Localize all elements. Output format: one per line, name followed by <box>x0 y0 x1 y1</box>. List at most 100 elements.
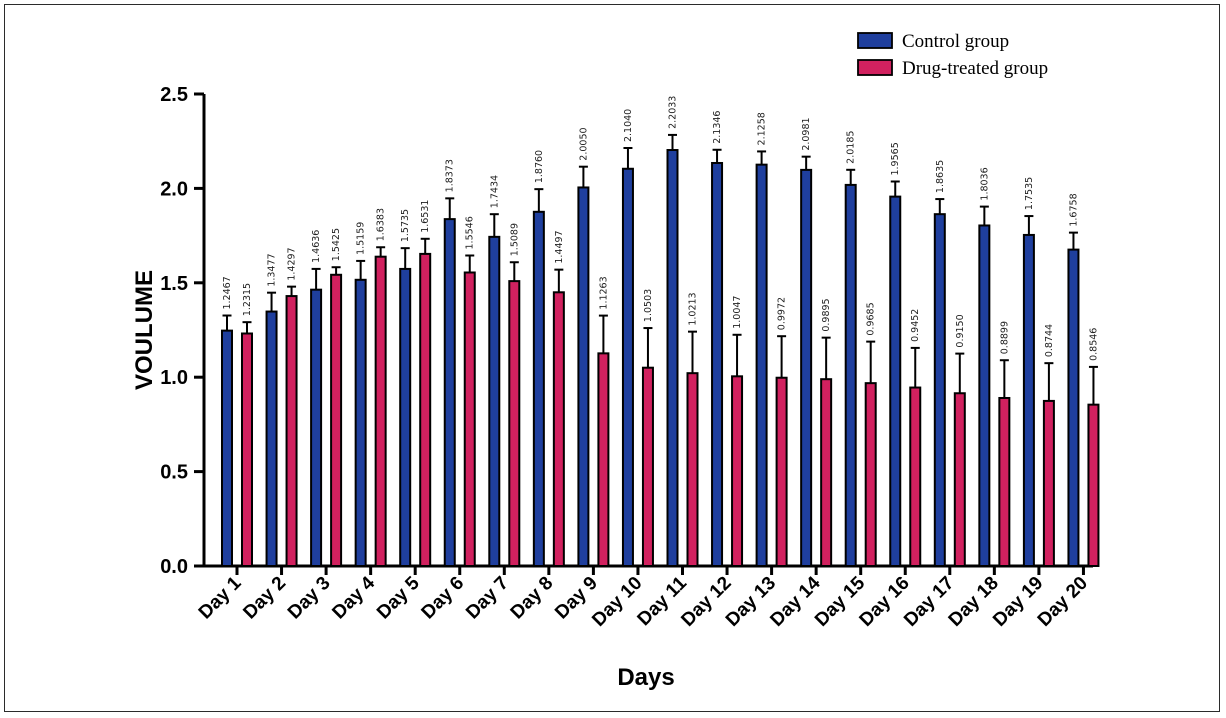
data-label: 1.8760 <box>534 150 545 183</box>
y-axis-title: VOULUME <box>131 270 158 390</box>
bar <box>399 267 412 567</box>
data-label: 1.7434 <box>489 175 500 208</box>
legend-label: Control group <box>902 31 1009 52</box>
bars: 1.2467 1.2315 1.3477 1.4297 1.4636 1.5425 1.51… <box>221 96 1100 568</box>
data-label: 1.0503 <box>643 289 654 322</box>
bar <box>953 392 966 567</box>
x-tick-label: Day 20 <box>1034 573 1092 631</box>
bar <box>221 329 233 567</box>
data-label: 1.4497 <box>554 230 565 263</box>
x-tick-label: Day 5 <box>373 572 424 623</box>
data-label: 2.1040 <box>623 109 634 142</box>
data-label: 1.2315 <box>242 283 253 316</box>
data-label: 1.8036 <box>979 167 990 200</box>
bar <box>577 186 590 567</box>
legend-swatch <box>857 59 893 76</box>
data-label: 0.9895 <box>821 298 832 331</box>
data-label: 2.2033 <box>668 96 679 129</box>
x-tick-label: Day 2 <box>239 573 290 624</box>
data-label: 2.0981 <box>801 117 812 150</box>
bar <box>265 310 278 567</box>
data-label: 0.9150 <box>955 314 966 347</box>
y-tick-label: 2.0 <box>160 178 188 200</box>
data-label: 0.9452 <box>910 309 921 342</box>
x-tick-label: Day 1 <box>195 572 246 623</box>
bar <box>374 255 387 567</box>
x-tick-label: Day 4 <box>328 572 379 623</box>
data-label: 0.8546 <box>1088 328 1099 361</box>
y-tick-label: 0.5 <box>160 462 188 484</box>
bar <box>310 288 323 567</box>
bar <box>1087 403 1100 567</box>
x-tick-label: Day 6 <box>418 573 469 624</box>
bar <box>1042 399 1055 567</box>
bar <box>488 235 501 568</box>
bar <box>686 372 699 567</box>
data-label: 1.5425 <box>331 228 342 261</box>
data-label: 0.9972 <box>777 297 788 330</box>
y-tick-label: 0.0 <box>160 556 188 578</box>
data-label: 1.0213 <box>688 292 699 325</box>
bar <box>820 378 833 567</box>
bar <box>889 195 902 567</box>
bar <box>532 210 545 568</box>
bar <box>621 167 634 567</box>
legend-label: Drug-treated group <box>902 58 1048 79</box>
bar <box>998 396 1011 567</box>
data-label: 1.6531 <box>420 200 431 233</box>
legend-swatch <box>857 32 893 49</box>
data-label: 2.0185 <box>846 131 857 164</box>
bar <box>1067 248 1080 568</box>
bar <box>800 168 813 567</box>
figure-frame <box>4 4 1220 712</box>
data-label: 2.1258 <box>757 112 768 145</box>
data-label: 1.9565 <box>890 142 901 175</box>
data-label: 1.5735 <box>400 209 411 242</box>
bar <box>666 149 679 567</box>
data-label: 1.4636 <box>311 230 322 263</box>
bar <box>864 382 877 567</box>
data-label: 2.0050 <box>578 127 589 160</box>
bar <box>844 183 857 567</box>
data-label: 1.2467 <box>222 276 233 309</box>
x-tick-label: Day 8 <box>507 573 558 624</box>
data-label: 1.1263 <box>598 276 609 309</box>
bar <box>419 252 432 567</box>
bar <box>443 218 456 567</box>
bar <box>755 163 768 567</box>
bar <box>731 375 744 568</box>
y-tick-label: 1.0 <box>160 367 188 389</box>
bar <box>933 213 946 567</box>
data-label: 0.8744 <box>1044 324 1055 357</box>
x-axis-title: Days <box>617 664 674 691</box>
legend: Control group Drug-treated group <box>857 31 1048 79</box>
x-tick-label: Day 10 <box>588 573 646 631</box>
y-tick-label: 2.5 <box>160 84 188 106</box>
bar <box>508 280 521 567</box>
data-label: 1.3477 <box>267 253 278 286</box>
y-ticks: 0.0 0.5 1.0 1.5 2.0 2.5 <box>160 84 204 578</box>
data-label: 0.8899 <box>999 321 1010 354</box>
bar <box>978 224 991 567</box>
bar <box>241 332 253 567</box>
data-label: 0.9685 <box>866 302 877 335</box>
bar <box>711 161 724 567</box>
y-tick-label: 1.5 <box>160 273 188 295</box>
bar <box>909 386 922 567</box>
x-tick-label: Day 3 <box>284 573 335 624</box>
data-label: 1.4297 <box>287 247 298 280</box>
data-label: 1.8373 <box>445 159 456 192</box>
data-label: 1.6758 <box>1068 193 1079 226</box>
data-label: 1.8635 <box>935 160 946 193</box>
bar <box>775 376 788 567</box>
bar <box>330 273 343 567</box>
data-label: 1.6383 <box>376 208 387 241</box>
data-label: 1.7535 <box>1024 177 1035 210</box>
bar <box>285 295 298 567</box>
bar <box>597 352 610 567</box>
data-label: 1.0047 <box>732 296 743 329</box>
data-label: 1.5089 <box>509 223 520 256</box>
data-label: 1.5546 <box>465 216 476 249</box>
